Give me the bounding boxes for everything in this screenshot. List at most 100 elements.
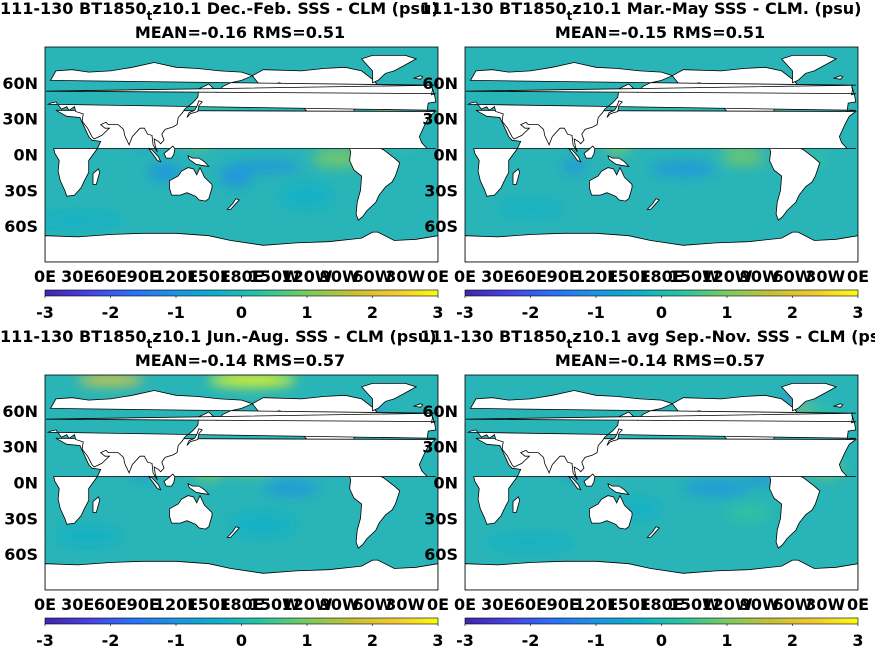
map-chart: 111-130 BT1850tz10.1 Mar.-May SSS - CLM.… [420,0,869,322]
lon-tick-label: 60W [353,595,393,614]
lat-tick-label: 0N [433,474,458,493]
panel-subtitle: MEAN=-0.14 RMS=0.57 [135,351,345,370]
colorbar-tick-label: 2 [787,303,798,322]
land-uk [466,412,856,424]
map-panel-bottom-right: 111-130 BT1850tz10.1 avg Sep.-Nov. SSS -… [420,327,875,650]
colorbar-tick-label: 1 [721,303,732,322]
map-frame [44,46,439,263]
lat-tick-label: 60N [422,74,458,93]
anomaly-region [486,535,575,550]
lon-tick-label: 120E [154,267,198,286]
anomaly-region [650,161,717,176]
colorbar [44,289,439,297]
land-uk [46,412,436,424]
lon-tick-label: 0E [454,267,476,286]
anomaly-region [727,502,771,522]
colorbar-tick-label: 2 [367,303,378,322]
anomaly-region [148,162,182,182]
lon-tick-label: 60E [94,267,127,286]
lon-tick-label: 150E [187,267,231,286]
land-antarctica [45,559,438,590]
land-iceland [412,75,424,80]
colorbar-tick-label: -2 [522,303,540,322]
lat-tick-label: 0N [433,146,458,165]
anomaly-region [208,375,297,387]
lon-tick-label: 90W [320,267,360,286]
lon-tick-label: 150E [607,595,651,614]
land-iceland [832,403,844,408]
lon-tick-label: 30W [385,267,425,286]
colorbar [44,617,439,625]
lon-tick-label: 60E [514,267,547,286]
colorbar [464,289,859,297]
colorbar-tick-label: -1 [167,303,185,322]
lat-tick-label: 0N [13,146,38,165]
land-antarctica [465,231,858,262]
colorbar-tick-label: 3 [852,631,863,650]
map-panel-top-right: 111-130 BT1850tz10.1 Mar.-May SSS - CLM.… [420,0,869,322]
colorbar-tick-label: 3 [852,303,863,322]
lon-tick-label: 30W [805,595,845,614]
land-new-zealand [226,198,240,210]
lon-tick-label: 120W [701,595,752,614]
colorbar-tick-label: 1 [301,303,312,322]
map-panel-top-left: 111-130 BT1850tz10.1 Dec.-Feb. SSS - CLM… [0,0,449,322]
land-sumatra [567,475,582,491]
land-japan [606,428,623,446]
colorbar-tick-label: 3 [432,631,443,650]
lon-tick-label: 180E [219,267,263,286]
map-panel-bottom-left: 111-130 BT1850tz10.1 Jun.-Aug. SSS - CLM… [0,327,449,650]
colorbar-tick-label: 1 [721,631,732,650]
lon-tick-label: 30E [481,267,514,286]
lon-tick-label: 180E [639,267,683,286]
land-japan [186,100,203,118]
lon-tick-label: 0E [34,267,56,286]
lat-tick-label: 60N [2,74,38,93]
land-madagascar [92,496,101,513]
land-new-guinea [607,482,630,495]
lon-tick-label: 120W [281,595,332,614]
land-madagascar [512,496,521,513]
map-area [465,47,858,262]
land-new-guinea [607,154,630,167]
anomaly-region [721,150,766,166]
lon-tick-label: 180E [639,595,683,614]
land-madagascar [92,168,101,185]
colorbar-tick-label: -2 [102,303,120,322]
land-australia [169,166,213,202]
lat-tick-label: 30N [2,438,38,457]
colorbar-tick-label: 0 [236,631,247,650]
lon-tick-label: 120E [574,595,618,614]
land-greenland [360,383,418,412]
lat-tick-label: 30S [424,181,458,200]
lon-tick-label: 120E [574,267,618,286]
map-area [465,375,858,590]
lon-tick-label: 150E [187,595,231,614]
map-chart: 111-130 BT1850tz10.1 Jun.-Aug. SSS - CLM… [0,327,449,650]
anomaly-region [77,375,144,386]
lon-tick-label: 0E [427,595,449,614]
land-japan [606,100,623,118]
map-frame [464,374,859,591]
lat-tick-label: 60S [4,217,38,236]
land-australia [589,166,633,202]
panel-subtitle: MEAN=-0.14 RMS=0.57 [555,351,765,370]
land-uk [46,84,436,96]
map-area [45,375,438,590]
lon-tick-label: 30E [61,595,94,614]
lon-tick-label: 150W [669,595,720,614]
lon-tick-label: 30E [481,595,514,614]
lon-tick-label: 150W [249,267,300,286]
land-new-zealand [226,526,240,538]
colorbar-tick-label: 0 [656,631,667,650]
lon-tick-label: 0E [847,595,869,614]
lon-tick-label: 150W [249,595,300,614]
panel-title: 111-130 BT1850tz10.1 Jun.-Aug. SSS - CLM… [0,327,436,351]
colorbar-tick-label: -3 [36,631,54,650]
land-new-zealand [646,198,660,210]
land-uk [466,84,856,96]
lon-tick-label: 0E [454,595,476,614]
anomaly-region [45,213,122,228]
colorbar-tick-label: 0 [656,303,667,322]
lon-tick-label: 90W [320,595,360,614]
